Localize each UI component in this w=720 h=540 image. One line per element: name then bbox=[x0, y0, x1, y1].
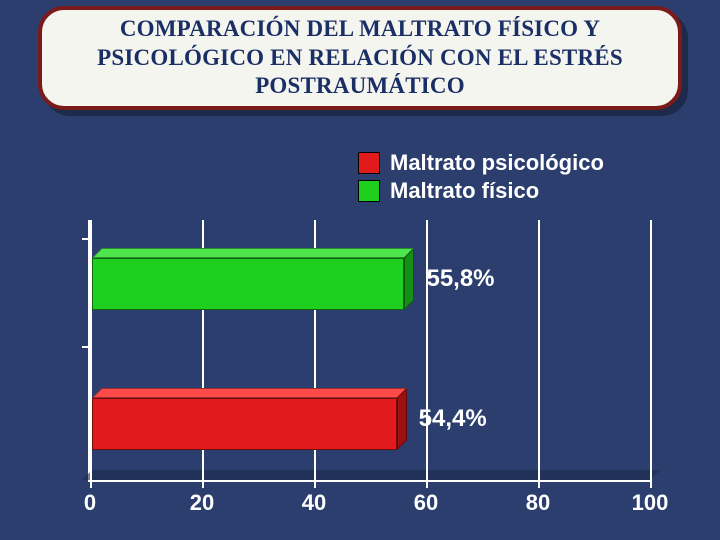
bar-side-face bbox=[397, 388, 407, 450]
legend-item: Maltrato físico bbox=[358, 178, 658, 204]
ytick bbox=[82, 238, 90, 240]
legend-label: Maltrato psicológico bbox=[390, 150, 604, 176]
bar3d: 54,4% bbox=[92, 388, 397, 450]
bar-value-label: 54,4% bbox=[419, 405, 487, 433]
bar-fisico: 55,8% bbox=[90, 248, 650, 310]
xtick-label: 40 bbox=[302, 490, 326, 516]
legend-item: Maltrato psicológico bbox=[358, 150, 658, 176]
chart: Maltrato psicológico Maltrato físico 0 2… bbox=[52, 150, 668, 510]
gridline bbox=[650, 220, 652, 488]
xtick-label: 80 bbox=[526, 490, 550, 516]
legend-label: Maltrato físico bbox=[390, 178, 539, 204]
legend-swatch-fisico bbox=[358, 180, 380, 202]
bar-top-face bbox=[92, 248, 414, 258]
bar-front-face bbox=[92, 258, 404, 310]
legend: Maltrato psicológico Maltrato físico bbox=[358, 150, 658, 206]
title-box: COMPARACIÓN DEL MALTRATO FÍSICO Y PSICOL… bbox=[38, 6, 682, 110]
xtick-label: 20 bbox=[190, 490, 214, 516]
xtick-label: 60 bbox=[414, 490, 438, 516]
bar-front-face bbox=[92, 398, 397, 450]
xtick-label: 0 bbox=[84, 490, 96, 516]
page-title: COMPARACIÓN DEL MALTRATO FÍSICO Y PSICOL… bbox=[60, 15, 660, 101]
bar3d: 55,8% bbox=[92, 248, 404, 310]
title-container: COMPARACIÓN DEL MALTRATO FÍSICO Y PSICOL… bbox=[38, 6, 682, 110]
plot-area: 0 20 40 60 80 100 55,8% 54,4% bbox=[88, 220, 650, 482]
xtick-label: 100 bbox=[632, 490, 669, 516]
legend-swatch-psicologico bbox=[358, 152, 380, 174]
ytick bbox=[82, 346, 90, 348]
plot-floor bbox=[82, 470, 660, 480]
bar-psicologico: 54,4% bbox=[90, 388, 650, 450]
bar-value-label: 55,8% bbox=[426, 265, 494, 293]
bar-side-face bbox=[404, 248, 414, 310]
bar-top-face bbox=[92, 388, 407, 398]
